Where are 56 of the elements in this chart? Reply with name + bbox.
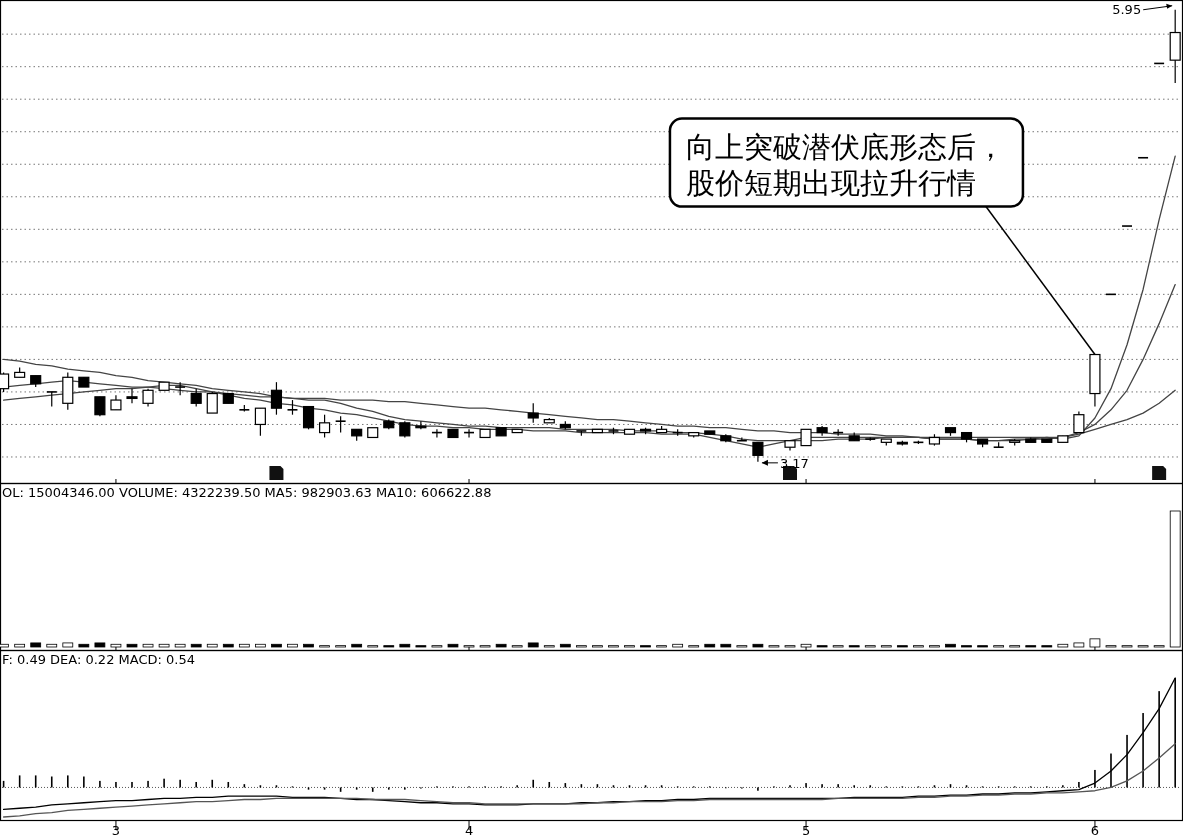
bar [238, 643, 250, 648]
bar [800, 643, 812, 648]
bar [14, 643, 26, 648]
x-tick-label: 5 [801, 823, 811, 838]
bar [206, 643, 218, 648]
bar [672, 643, 684, 648]
annotation: 向上突破潜伏底形态后，股价短期出现拉升行情 [685, 129, 1005, 200]
bar [126, 643, 138, 648]
bar [110, 643, 122, 648]
bar [399, 643, 411, 648]
candlestick [1073, 410, 1085, 434]
bar [174, 643, 186, 648]
annotation: 3.17 [779, 455, 809, 471]
bar [255, 643, 266, 648]
bar [351, 643, 363, 648]
x-tick-label: 4 [464, 823, 474, 838]
bar [945, 643, 956, 648]
bar [46, 643, 58, 648]
bar [158, 643, 170, 648]
bar [287, 643, 298, 648]
bar [527, 642, 539, 648]
x-tick-label: 3 [111, 823, 121, 838]
bar [447, 643, 459, 648]
chart-title: F: 0.49 DEA: 0.22 MACD: 0.54 [2, 652, 195, 667]
candlestick [94, 396, 106, 417]
bar [94, 642, 106, 648]
bar [559, 643, 571, 648]
bar [704, 643, 716, 648]
bar [142, 643, 154, 648]
candlestick [302, 405, 315, 430]
bar [1057, 643, 1069, 648]
candlestick [174, 381, 186, 396]
candlestick [319, 414, 331, 439]
candlestick [254, 407, 266, 437]
annotation: 5.95 [1112, 1, 1142, 17]
bar [752, 643, 764, 648]
candlestick [736, 436, 748, 442]
bar [62, 642, 74, 648]
bar [495, 643, 507, 648]
x-tick-label: 6 [1090, 823, 1100, 838]
bar [190, 643, 202, 648]
candlestick [270, 381, 283, 416]
bar [720, 643, 732, 648]
bar [30, 642, 42, 648]
callout: 向上突破潜伏底形态后，股价短期出现拉升行情 [668, 117, 1096, 356]
bar [303, 643, 314, 648]
candlestick [527, 402, 539, 424]
bar [78, 643, 90, 648]
chart-title: OL: 15004346.00 VOLUME: 4322239.50 MA5: 982903.63 MA10: 606622.88 [2, 485, 492, 500]
candlestick [206, 391, 218, 414]
bar [222, 643, 234, 648]
bar [1089, 638, 1101, 648]
candlestick [126, 388, 138, 404]
bar [1073, 642, 1085, 648]
candlestick [415, 420, 427, 430]
bar [271, 643, 282, 648]
